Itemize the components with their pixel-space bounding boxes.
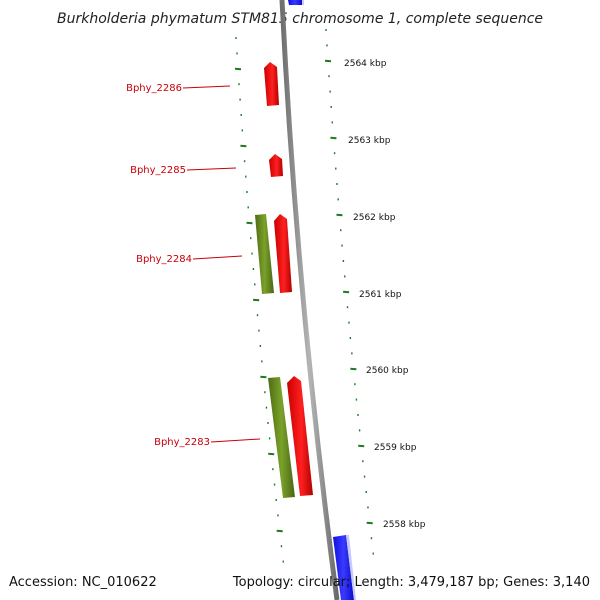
major-tick (240, 144, 247, 148)
gene-label-group-bphy-2283[interactable]: Bphy_2283 (154, 437, 261, 448)
major-tick (234, 67, 242, 71)
gene-label[interactable]: Bphy_2285 (130, 165, 186, 176)
gene-label-group-bphy-2285[interactable]: Bphy_2285 (130, 165, 237, 176)
gene-label[interactable]: Bphy_2284 (136, 254, 192, 265)
ruler-label: 2563 kbp (348, 136, 391, 146)
ruler-label: 2560 kbp (366, 366, 409, 376)
major-tick (253, 298, 260, 302)
accession-label: Accession: NC_010622 (9, 575, 157, 590)
gene-feature-bphy-2285[interactable] (269, 154, 283, 177)
backbone-line (279, 0, 340, 600)
gene-feature-bphy-2286[interactable] (264, 62, 279, 106)
feature-blue-top (288, 0, 304, 5)
ruler-label: 2564 kbp (344, 59, 387, 69)
outer-tick-track (324, 29, 374, 555)
major-tick (343, 290, 350, 294)
ruler-label: 2559 kbp (374, 443, 417, 453)
major-tick (246, 221, 253, 225)
ruler-label: 2562 kbp (353, 213, 396, 223)
feature-blue-bottom (333, 535, 356, 600)
major-tick (260, 375, 267, 379)
gene-label[interactable]: Bphy_2283 (154, 437, 210, 448)
major-tick (366, 521, 373, 525)
gene-feature-bphy-2283[interactable] (268, 376, 313, 498)
map-title: Burkholderia phymatum STM815 chromosome … (57, 11, 543, 27)
major-tick (324, 59, 332, 63)
gene-feature-bphy-2284[interactable] (255, 214, 292, 294)
inner-tick-track (234, 37, 284, 563)
major-tick (350, 367, 357, 371)
major-tick (268, 452, 275, 456)
major-tick (330, 136, 337, 140)
ruler-label: 2558 kbp (383, 520, 426, 530)
gene-label-group-bphy-2284[interactable]: Bphy_2284 (136, 254, 243, 265)
major-tick (276, 529, 283, 533)
major-tick (358, 444, 365, 448)
ruler-labels: 2564 kbp 2563 kbp 2562 kbp 2561 kbp 2560… (344, 59, 426, 530)
gene-label-group-bphy-2286[interactable]: Bphy_2286 (126, 83, 231, 94)
topology-label: Topology: circular; Length: 3,479,187 bp… (232, 575, 590, 590)
ruler-label: 2561 kbp (359, 290, 402, 300)
gene-label[interactable]: Bphy_2286 (126, 83, 182, 94)
major-tick (336, 213, 343, 217)
